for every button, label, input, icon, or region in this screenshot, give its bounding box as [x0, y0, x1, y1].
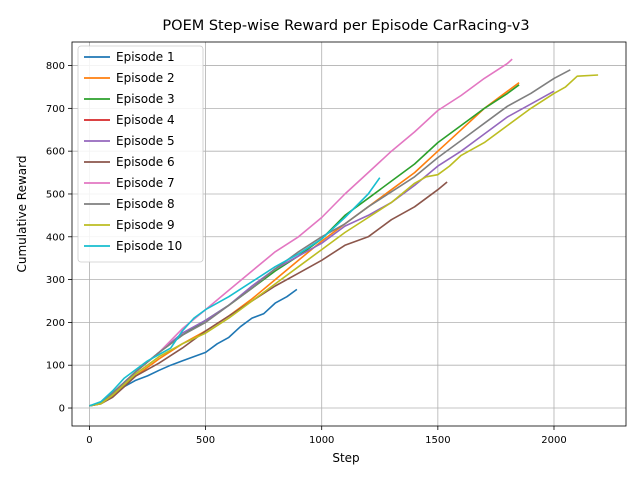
- x-axis-label: Step: [332, 451, 359, 465]
- legend: Episode 1 Episode 2 Episode 3 Episode 4 Epis…: [77, 45, 204, 263]
- series-line-episode-8: [89, 69, 571, 407]
- y-tick-label: 400: [46, 232, 65, 243]
- y-axis-label: Cumulative Reward: [15, 156, 29, 273]
- legend-entry-label: Episode 1: [116, 50, 175, 64]
- chart-title: POEM Step-wise Reward per Episode CarRac…: [162, 18, 529, 34]
- legend-entry-label: Episode 5: [116, 134, 175, 148]
- legend-entry-label: Episode 9: [116, 218, 175, 232]
- legend-entry-label: Episode 7: [116, 176, 175, 190]
- x-axis-ticks: 0 500 1000 1500 2000: [86, 426, 567, 446]
- x-tick-label: 1000: [309, 435, 334, 446]
- y-tick-label: 700: [46, 104, 65, 115]
- plot-frame: [71, 41, 627, 427]
- x-tick-label: 0: [86, 435, 92, 446]
- y-tick-label: 100: [46, 361, 65, 372]
- y-tick-label: 600: [46, 147, 65, 158]
- series-line-episode-9: [89, 74, 599, 407]
- legend-entry-label: Episode 2: [116, 71, 175, 85]
- y-tick-label: 0: [59, 404, 65, 415]
- series-line-episode-10: [89, 177, 381, 407]
- x-tick-label: 1500: [425, 435, 450, 446]
- legend-entry-label: Episode 10: [116, 239, 182, 253]
- y-tick-label: 300: [46, 275, 65, 286]
- y-tick-label: 200: [46, 318, 65, 329]
- legend-entry-label: Episode 3: [116, 92, 175, 106]
- y-axis-ticks: 0 100 200 300 400 500 600 700 800: [46, 61, 72, 415]
- y-tick-label: 800: [46, 61, 65, 72]
- legend-box: [77, 45, 204, 263]
- legend-entry-label: Episode 6: [116, 155, 175, 169]
- x-tick-label: 500: [196, 435, 215, 446]
- legend-entry-label: Episode 4: [116, 113, 175, 127]
- y-tick-label: 500: [46, 189, 65, 200]
- series-lines: [89, 58, 599, 407]
- legend-entry-label: Episode 8: [116, 197, 175, 211]
- x-tick-label: 2000: [541, 435, 566, 446]
